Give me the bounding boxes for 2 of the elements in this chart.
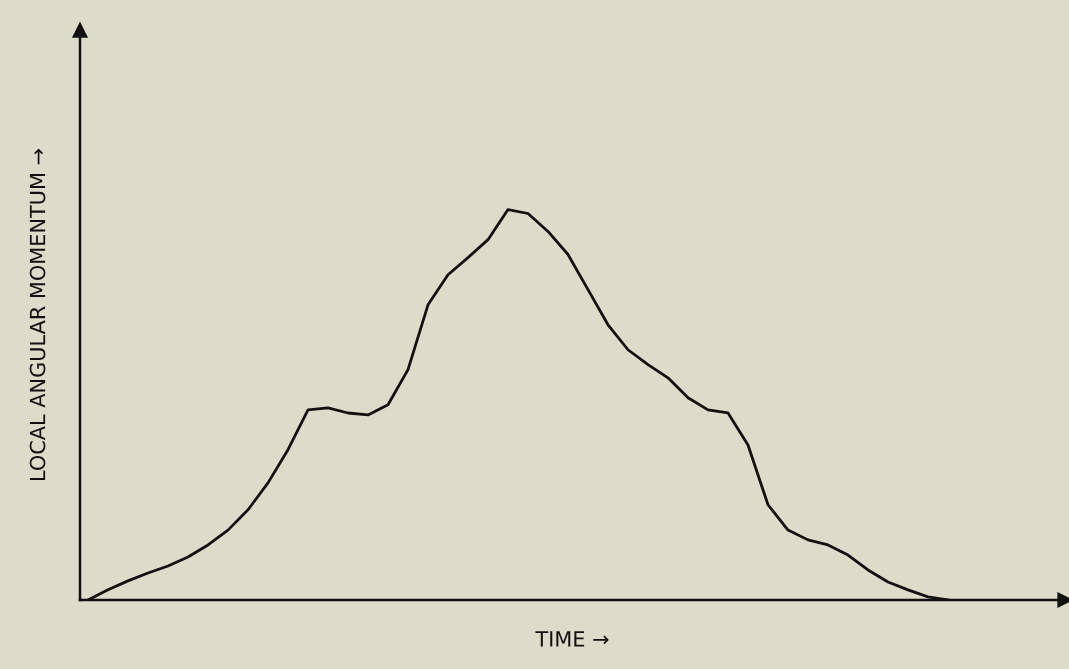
x-axis-title: TIME → (535, 631, 609, 647)
y-axis-title: LOCAL ANGULAR MOMENTUM → (29, 148, 46, 480)
